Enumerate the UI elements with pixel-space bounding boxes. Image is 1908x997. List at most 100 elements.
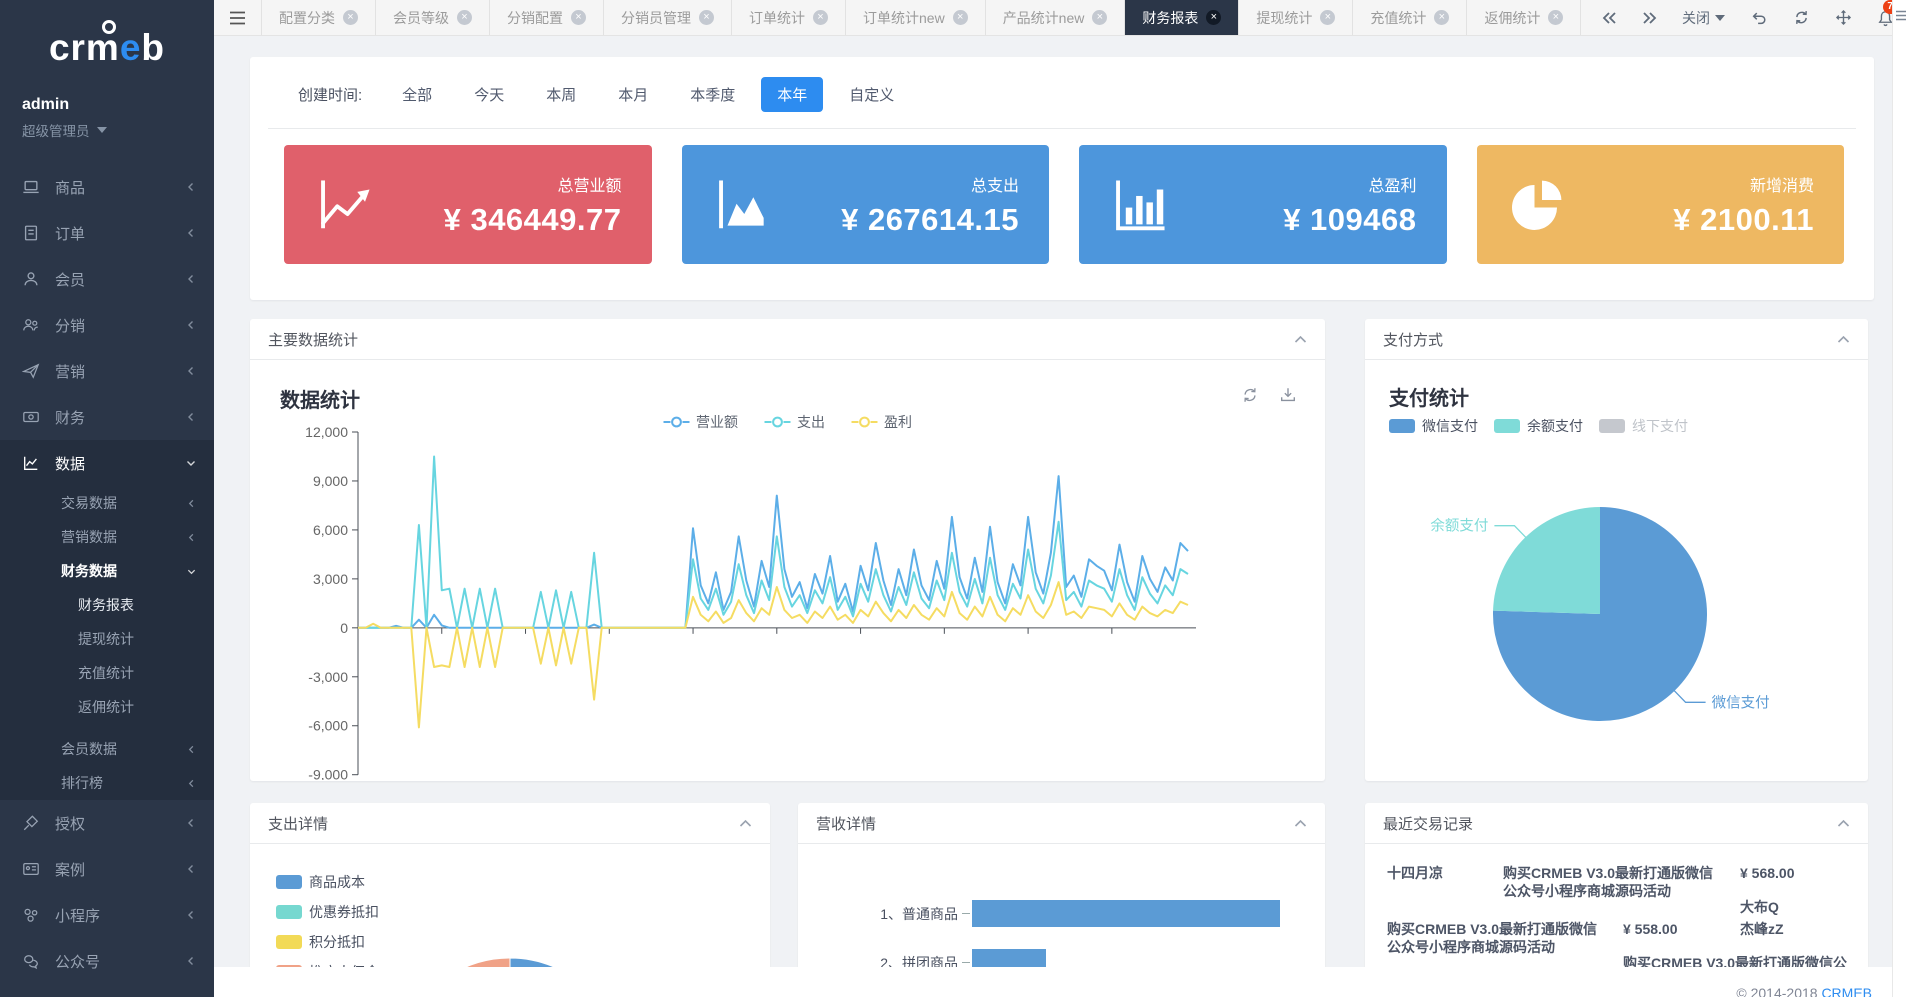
- close-icon[interactable]: ×: [1434, 10, 1450, 25]
- stat-value: ¥ 2100.11: [1673, 201, 1814, 237]
- tab-product-stats-new[interactable]: 产品统计new ×: [985, 0, 1126, 35]
- close-icon[interactable]: ×: [457, 10, 472, 25]
- tab-distributor-manage[interactable]: 分销员管理 ×: [604, 0, 732, 35]
- scroll-tabs-right-button[interactable]: [1642, 11, 1657, 24]
- bar-normal-goods[interactable]: [972, 900, 1280, 927]
- sidebar-item-data[interactable]: 数据: [0, 440, 214, 486]
- close-icon[interactable]: ×: [1548, 10, 1564, 25]
- line-chart-svg[interactable]: 12,000 9,000 6,000 3,000 0 -3,000 -6,000 -9,000…: [270, 412, 1270, 780]
- sidebar-item-finance-report[interactable]: 财务报表: [0, 588, 214, 622]
- legend-item-wechat-pay[interactable]: 微信支付: [1389, 416, 1478, 436]
- transaction-price: ¥ 568.00: [1740, 865, 1795, 881]
- sidebar: crm e b admin 超级管理员 商品 订单 会员 分销: [0, 0, 214, 997]
- legend-item-profit[interactable]: 盈利: [851, 412, 912, 432]
- sidebar-item-label: 数据: [55, 455, 86, 473]
- collapse-icon[interactable]: [1294, 819, 1307, 828]
- tab-config-category[interactable]: 配置分类 ×: [262, 0, 376, 35]
- sidebar-item-trade-data[interactable]: 交易数据: [0, 486, 214, 520]
- sidebar-item-finance-data[interactable]: 财务数据: [0, 554, 214, 588]
- filter-month[interactable]: 本月: [618, 87, 649, 104]
- sidebar-item-label: 会员数据: [61, 741, 117, 757]
- filter-quarter[interactable]: 本季度: [690, 87, 736, 104]
- filter-today[interactable]: 今天: [474, 87, 505, 104]
- fullscreen-move-icon[interactable]: [1835, 9, 1852, 26]
- collapse-icon[interactable]: [739, 819, 752, 828]
- collapse-icon[interactable]: [1837, 819, 1850, 828]
- sidebar-item-label: 返佣统计: [78, 699, 134, 715]
- tab-finance-report[interactable]: 财务报表 ×: [1125, 0, 1240, 35]
- filter-all[interactable]: 全部: [402, 87, 433, 104]
- collapse-icon[interactable]: [1837, 335, 1850, 344]
- money-icon: [22, 408, 40, 426]
- legend-item-points-deduction[interactable]: 积分抵扣: [276, 932, 379, 952]
- sidebar-item-content[interactable]: 内容: [0, 984, 214, 997]
- legend-item-expense[interactable]: 支出: [764, 412, 825, 432]
- sidebar-item-label: 营销数据: [61, 529, 117, 545]
- filter-custom[interactable]: 自定义: [849, 87, 895, 104]
- back-button[interactable]: [1750, 10, 1768, 26]
- scroll-tabs-left-button[interactable]: [1602, 11, 1617, 24]
- sidebar-item-members[interactable]: 会员: [0, 256, 214, 302]
- app-logo[interactable]: crm e b: [0, 0, 214, 96]
- close-icon[interactable]: ×: [699, 10, 714, 25]
- sidebar-item-cases[interactable]: 案例: [0, 846, 214, 892]
- filter-year[interactable]: 本年: [761, 77, 824, 112]
- sidebar-item-ranking[interactable]: 排行榜: [0, 766, 214, 800]
- legend-item-revenue[interactable]: 营业额: [663, 412, 738, 432]
- sidebar-item-label: 订单: [55, 225, 86, 243]
- close-icon[interactable]: ×: [952, 10, 968, 25]
- sidebar-item-label: 公众号: [55, 953, 101, 971]
- close-icon[interactable]: ×: [343, 10, 358, 25]
- right-panel-toggle-icon[interactable]: [1895, 10, 1907, 21]
- sidebar-item-finance[interactable]: 财务: [0, 394, 214, 440]
- sidebar-item-withdraw-stats[interactable]: 提现统计: [0, 622, 214, 656]
- svg-text:-3,000: -3,000: [308, 669, 348, 685]
- tab-recharge-stats[interactable]: 充值统计 ×: [1353, 0, 1468, 35]
- legend-item-balance-pay[interactable]: 余额支付: [1494, 416, 1583, 436]
- sidebar-item-products[interactable]: 商品: [0, 164, 214, 210]
- chart-refresh-icon[interactable]: [1241, 386, 1259, 404]
- bar-chart[interactable]: 1、普通商品 2、拼团商品: [798, 900, 1305, 997]
- sidebar-item-recharge-stats[interactable]: 充值统计: [0, 656, 214, 690]
- chevron-left-icon: [186, 182, 196, 192]
- sidebar-menu: 商品 订单 会员 分销 营销 财务: [0, 164, 214, 997]
- close-tabs-label: 关闭: [1682, 9, 1710, 26]
- tab-label: 分销配置: [507, 9, 563, 26]
- tab-withdraw-stats[interactable]: 提现统计 ×: [1239, 0, 1354, 35]
- close-icon[interactable]: ×: [1320, 10, 1336, 25]
- tab-order-stats[interactable]: 订单统计 ×: [732, 0, 846, 35]
- sidebar-item-distribution[interactable]: 分销: [0, 302, 214, 348]
- sidebar-item-rebate-stats[interactable]: 返佣统计: [0, 690, 214, 724]
- close-tabs-dropdown[interactable]: 关闭: [1682, 8, 1725, 28]
- user-role-dropdown[interactable]: 超级管理员: [22, 120, 214, 140]
- sidebar-item-label: 案例: [55, 861, 86, 879]
- close-icon[interactable]: ×: [1092, 10, 1108, 25]
- close-icon[interactable]: ×: [1206, 10, 1222, 25]
- refresh-icon[interactable]: [1793, 9, 1810, 26]
- logo-suffix: b: [141, 27, 166, 68]
- sidebar-item-wechat-official[interactable]: 公众号: [0, 938, 214, 984]
- tab-order-stats-new[interactable]: 订单统计new ×: [846, 0, 986, 35]
- collapse-icon[interactable]: [1294, 335, 1307, 344]
- sidebar-toggle-button[interactable]: [214, 0, 262, 35]
- tab-member-level[interactable]: 会员等级 ×: [376, 0, 490, 35]
- tab-rebate-stats[interactable]: 返佣统计 ×: [1467, 0, 1582, 35]
- user-role-label: 超级管理员: [22, 124, 90, 139]
- close-icon[interactable]: ×: [813, 10, 828, 25]
- caret-down-icon: [96, 127, 107, 133]
- legend-item-goods-cost[interactable]: 商品成本: [276, 872, 379, 892]
- legend-item-offline-pay[interactable]: 线下支付: [1599, 416, 1688, 436]
- crmeb-link[interactable]: CRMEB: [1821, 985, 1872, 997]
- sidebar-item-marketing-data[interactable]: 营销数据: [0, 520, 214, 554]
- filter-week[interactable]: 本周: [546, 87, 577, 104]
- sidebar-item-license[interactable]: 授权: [0, 800, 214, 846]
- chart-download-icon[interactable]: [1279, 386, 1297, 404]
- pie-chart-svg[interactable]: 微信支付 余额支付: [1375, 444, 1855, 774]
- sidebar-item-orders[interactable]: 订单: [0, 210, 214, 256]
- legend-item-coupon-deduction[interactable]: 优惠券抵扣: [276, 902, 379, 922]
- sidebar-item-miniprogram[interactable]: 小程序: [0, 892, 214, 938]
- sidebar-item-marketing[interactable]: 营销: [0, 348, 214, 394]
- tab-distribution-config[interactable]: 分销配置 ×: [490, 0, 604, 35]
- sidebar-item-member-data[interactable]: 会员数据: [0, 732, 214, 766]
- close-icon[interactable]: ×: [571, 10, 586, 25]
